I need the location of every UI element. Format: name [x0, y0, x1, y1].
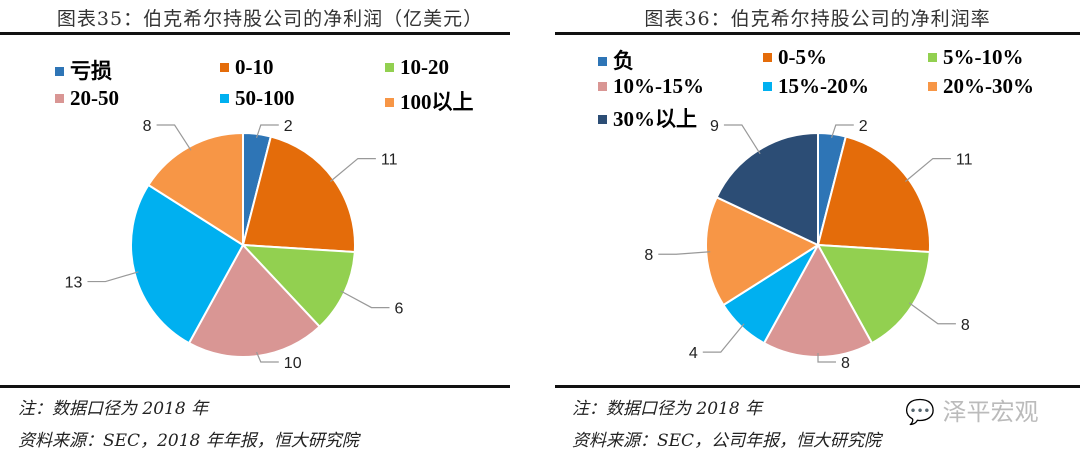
legend-swatch — [598, 81, 607, 91]
legend-swatch — [55, 66, 64, 76]
data-label: 10 — [284, 355, 302, 372]
note-left: 注：数据口径为 2018 年 — [18, 399, 209, 419]
legend-swatch — [598, 114, 607, 124]
leader-line — [702, 323, 745, 353]
legend-swatch — [55, 93, 64, 103]
legend-item: 20-50 — [55, 86, 119, 111]
legend-item: 5%-10% — [928, 45, 1024, 70]
legend-label: 20-50 — [70, 86, 119, 110]
leader-line — [817, 353, 836, 363]
legend-swatch — [220, 62, 229, 72]
legend-item: 10%-15% — [598, 74, 704, 99]
legend-item: 0-5% — [763, 45, 827, 70]
watermark-text: 泽平宏观 — [942, 398, 1039, 426]
legend-item: 10-20 — [385, 55, 449, 80]
footer-rule-left — [0, 385, 510, 388]
legend-item: 100以上 — [385, 86, 474, 116]
legend-label: 0-10 — [235, 55, 274, 79]
leader-line — [156, 124, 192, 151]
legend-item: 30%以上 — [598, 103, 697, 133]
data-label: 11 — [381, 152, 398, 169]
legend-swatch — [385, 62, 394, 72]
chart-title-left: 图表35：伯克希尔持股公司的净利润（亿美元） — [56, 8, 484, 30]
legend-label: 5%-10% — [943, 45, 1024, 69]
chart-title-right: 图表36：伯克希尔持股公司的净利润率 — [644, 8, 991, 30]
data-label: 11 — [956, 152, 973, 169]
data-label: 2 — [859, 118, 868, 135]
data-label: 8 — [644, 247, 653, 264]
data-label: 6 — [394, 301, 403, 318]
data-label: 4 — [689, 345, 698, 362]
legend-label: 20%-30% — [943, 74, 1034, 98]
source-left: 资料来源：SEC，2018 年年报，恒大研究院 — [18, 431, 359, 451]
title-rule-right — [555, 32, 1080, 35]
source-right: 资料来源：SEC，公司年报，恒大研究院 — [572, 431, 882, 451]
legend-label: 30%以上 — [613, 107, 697, 131]
legend-item: 50-100 — [220, 86, 295, 111]
data-label: 8 — [841, 355, 850, 372]
data-label: 9 — [710, 118, 719, 135]
leader-line — [340, 290, 390, 309]
note-right: 注：数据口径为 2018 年 — [572, 399, 763, 419]
leader-line — [830, 124, 854, 139]
legend-label: 15%-20% — [778, 74, 869, 98]
legend-swatch — [763, 81, 772, 91]
legend-swatch — [220, 93, 229, 103]
legend-item: 15%-20% — [763, 74, 869, 99]
legend-swatch — [763, 52, 772, 62]
data-label: 8 — [143, 118, 152, 135]
legend-item: 0-10 — [220, 55, 274, 80]
leader-line — [255, 124, 279, 139]
title-rule-left — [0, 32, 510, 35]
data-label: 13 — [65, 275, 83, 292]
legend-swatch — [928, 52, 937, 62]
legend-swatch — [928, 81, 937, 91]
legend-label: 负 — [613, 49, 634, 73]
footer-rule-right — [555, 385, 1080, 388]
wechat-icon: 💬 — [905, 398, 935, 426]
legend-label: 50-100 — [235, 86, 295, 110]
legend-label: 100以上 — [400, 90, 474, 114]
legend-item: 负 — [598, 45, 634, 75]
legend-label: 10-20 — [400, 55, 449, 79]
legend-label: 亏损 — [70, 59, 112, 83]
legend-label: 0-5% — [778, 45, 827, 69]
watermark: 💬 泽平宏观 — [905, 392, 1039, 427]
data-label: 2 — [284, 118, 293, 135]
leader-line — [904, 157, 951, 182]
legend-item: 20%-30% — [928, 74, 1034, 99]
pie-slice — [187, 243, 322, 358]
legend-label: 10%-15% — [613, 74, 704, 98]
leader-line — [658, 251, 711, 255]
leader-line — [329, 157, 376, 182]
data-label: 8 — [961, 317, 970, 334]
leader-line — [908, 302, 956, 325]
legend-item: 亏损 — [55, 55, 112, 85]
legend-swatch — [598, 56, 607, 66]
leader-line — [255, 351, 279, 363]
legend-swatch — [385, 97, 394, 107]
leader-line — [723, 124, 761, 155]
leader-line — [87, 271, 139, 283]
